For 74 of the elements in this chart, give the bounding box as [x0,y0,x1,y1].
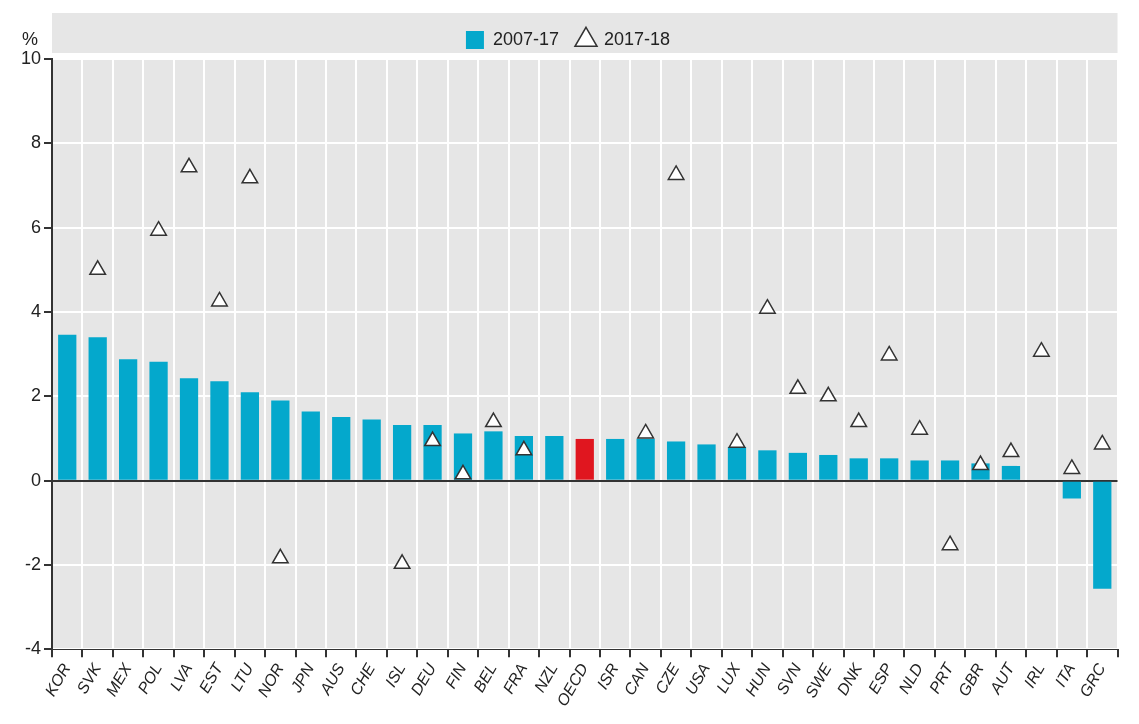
legend-label: 2017-18 [604,28,671,49]
bar [240,392,260,480]
point [210,291,228,307]
bar [1001,465,1021,480]
point [789,379,807,395]
point [637,423,655,439]
bar [271,400,290,480]
point [241,168,259,184]
bar [332,417,351,480]
bar [545,435,564,480]
bar [1093,481,1112,589]
bar [362,419,381,480]
point [758,298,776,314]
bar [210,381,229,480]
point [971,455,990,471]
x-tick-label: ITA [1051,660,1079,690]
bar [819,454,838,480]
point [667,165,685,181]
bar [880,458,899,480]
bar [606,438,625,480]
y-tick-label: 4 [31,300,42,321]
point [180,157,198,173]
bar [575,438,594,480]
point [89,260,107,276]
y-tick-label: 2 [31,385,42,406]
x-tick-label: BEL [470,660,500,696]
point [1063,459,1081,475]
y-tick-label: 0 [31,469,42,490]
y-tick-label: 10 [20,47,42,68]
x-tick-label: FIN [441,660,470,692]
point [515,440,533,456]
point [454,464,472,480]
bar [758,450,777,480]
point [728,432,746,448]
bar [301,411,320,480]
bar [484,431,503,480]
bar [940,460,960,480]
y-tick-label: 8 [31,132,42,153]
bar [58,334,77,480]
bar [727,446,747,480]
bar [1062,481,1081,499]
x-tick-label: ISR [593,660,622,692]
bar [179,378,199,480]
point [150,220,168,236]
bar [666,441,686,480]
y-tick-label: -4 [25,638,42,659]
point [424,431,442,447]
point [1032,341,1050,357]
point [880,345,898,361]
point [941,535,959,551]
bar [788,452,807,480]
point [393,554,411,570]
point [819,386,837,402]
y-tick-label: -2 [25,554,42,574]
point [1093,434,1111,450]
x-tick-label: IRL [1020,660,1048,691]
bar [118,359,138,480]
x-tick-label: LVA [166,660,196,694]
bar [697,444,716,480]
point [484,412,502,428]
point [850,412,868,428]
legend-label: 2007-17 [492,28,559,49]
y-axis-title: % [22,28,39,49]
bar [392,425,412,480]
bar [149,361,168,480]
bar [636,438,655,480]
bar [849,458,868,480]
point [911,419,929,435]
y-tick-label: 6 [31,216,42,237]
x-tick-label: ISL [381,660,409,690]
point [1002,442,1020,458]
bar [88,337,107,480]
point [271,548,289,564]
bar [910,460,929,480]
